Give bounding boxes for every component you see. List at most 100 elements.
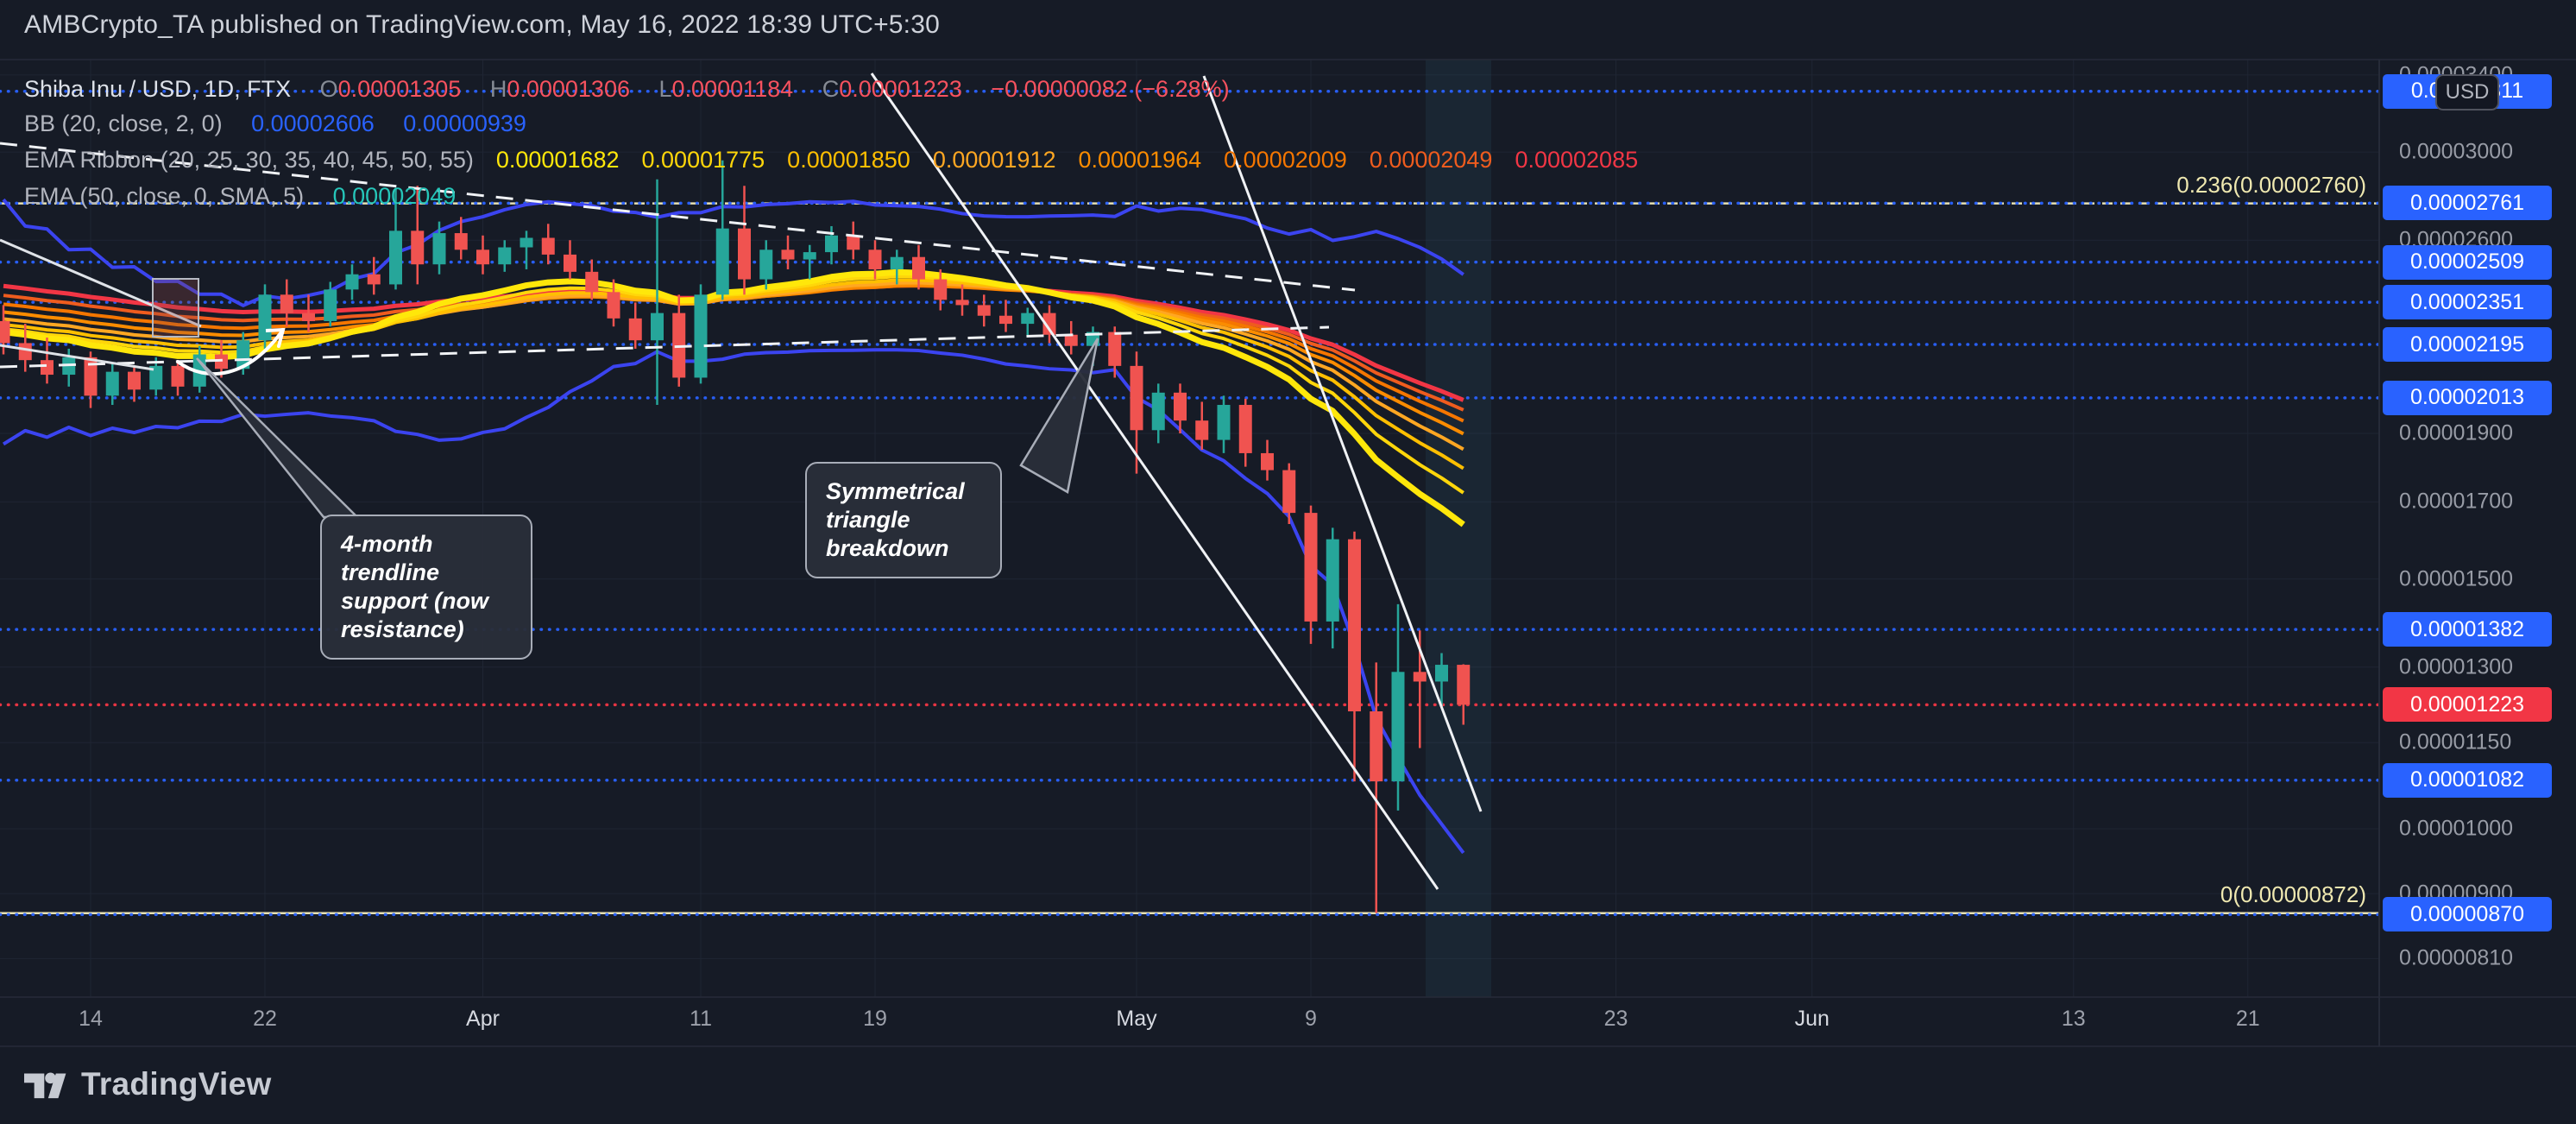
current-price-badge: 0.00001223 (2383, 687, 2552, 723)
price-axis-tick: 0.00001700 (2399, 489, 2514, 514)
trendline-segment (0, 344, 154, 371)
open-value: 0.00001305 (337, 76, 462, 102)
price-level-badge: 0.00002509 (2383, 244, 2552, 280)
ema-ribbon-value-8: 0.00002085 (1515, 147, 1639, 173)
close-value: 0.00001223 (839, 76, 962, 102)
time-axis-label: 21 (2235, 1007, 2260, 1031)
legend-symbol-row[interactable]: Shiba Inu / USD, 1D, FTX O0.00001305 H0.… (24, 76, 1230, 105)
curved-arrow-head (265, 327, 286, 348)
candle-body (1413, 672, 1427, 682)
low-value: 0.00001184 (671, 76, 794, 102)
candle-body (389, 230, 402, 285)
candle-body (302, 313, 315, 321)
price-level-badge: 0.00002761 (2383, 186, 2552, 221)
legend-ema-ribbon-row[interactable]: EMA Ribbon (20, 25, 30, 35, 40, 45, 50, … (24, 147, 1638, 176)
fib-0236-label: 0.236(0.00002760) (2176, 172, 2366, 198)
candle-body (1370, 710, 1383, 782)
candle-body (520, 237, 533, 248)
tradingview-logo-icon (24, 1072, 66, 1099)
breakdown-channel-line-1 (870, 73, 1439, 890)
candle-body (1174, 392, 1187, 421)
candle-body (1435, 665, 1448, 682)
bollinger-upper-band (2, 198, 1464, 307)
time-axis-label: 13 (2061, 1007, 2086, 1031)
bb-upper-value: 0.00002606 (251, 111, 375, 136)
candle-body (280, 294, 293, 313)
time-axis-label: 19 (863, 1007, 887, 1031)
ema50-value: 0.00002049 (332, 183, 457, 209)
candle-body (759, 249, 773, 280)
tradingview-brand-text: TradingView (81, 1066, 272, 1102)
candle-body (1217, 405, 1231, 440)
candle-body (84, 357, 98, 396)
candle-body (868, 249, 882, 269)
high-value: 0.00001306 (507, 76, 630, 102)
candle-body (324, 289, 337, 321)
candle-body (236, 340, 250, 369)
open-label: O (319, 76, 338, 102)
ema-ribbon-value-3: 0.00001850 (787, 147, 910, 173)
ema-ribbon-value-4: 0.00001912 (932, 147, 1056, 173)
time-axis-label: 23 (1603, 1007, 1628, 1031)
time-axis-label: Jun (1794, 1007, 1830, 1031)
price-axis-tick: 0.00001000 (2399, 816, 2514, 841)
candle-body (999, 315, 1012, 325)
candle-body (1151, 392, 1165, 431)
candle-body (847, 235, 860, 250)
breakdown-channel-line-2 (1202, 75, 1483, 812)
candle-body (912, 256, 925, 280)
candle-body (890, 256, 904, 269)
candle-body (1304, 513, 1318, 622)
time-axis-label: 22 (253, 1007, 277, 1031)
candle-body (41, 360, 54, 376)
ema50-label: EMA (50, close, 0, SMA, 5) (24, 183, 305, 209)
legend-bb-row[interactable]: BB (20, close, 2, 0) 0.00002606 0.000009… (24, 111, 526, 140)
curved-arrow (176, 328, 285, 376)
price-level-badge: 0.00001382 (2383, 612, 2552, 647)
price-axis-tick: 0.00003000 (2399, 139, 2514, 164)
bb-lower-value: 0.00000939 (403, 111, 526, 136)
time-axis-label: 14 (79, 1007, 103, 1031)
candle-body (258, 294, 272, 341)
fib-0-label: 0(0.00000872) (2220, 881, 2366, 907)
ema-ribbon-value-6: 0.00002009 (1224, 147, 1347, 173)
candle-body (1195, 420, 1209, 440)
time-axis-label: Apr (466, 1007, 500, 1031)
candle-body (1108, 332, 1122, 366)
candle-body (367, 274, 381, 285)
candle-body (1282, 470, 1296, 514)
candle-body (171, 365, 185, 387)
change-value: −0.00000082 (−6.28%) (991, 76, 1230, 102)
triangle-upper-trendline (0, 142, 1356, 292)
price-level-badge: 0.00002195 (2383, 327, 2552, 363)
price-axis-tick: 0.00001500 (2399, 566, 2514, 591)
callout-trendline-support[interactable]: 4-month trendline support (now resistanc… (320, 515, 532, 660)
candle-body (977, 305, 991, 316)
price-axis-tick: 0.00001300 (2399, 654, 2514, 679)
candle-body (715, 228, 729, 295)
callout-triangle-breakdown[interactable]: Symmetrical triangle breakdown (805, 462, 1002, 578)
candle-body (1042, 313, 1056, 335)
callout-tail (196, 357, 361, 519)
candle-body (411, 230, 425, 265)
candle-body (955, 300, 969, 306)
price-axis-tick: 0.00000810 (2399, 945, 2514, 970)
ema-ribbon-value-5: 0.00001964 (1078, 147, 1202, 173)
candle-body (149, 365, 163, 390)
currency-toggle-button[interactable]: USD (2435, 74, 2499, 111)
publish-watermark: AMBCrypto_TA published on TradingView.co… (24, 10, 940, 39)
bb-label: BB (20, close, 2, 0) (24, 111, 223, 136)
ema-ribbon-value-2: 0.00001775 (641, 147, 765, 173)
candle-body (454, 233, 468, 250)
tradingview-footer-logo[interactable]: TradingView (24, 1065, 272, 1103)
candle-body (934, 279, 948, 300)
candle-body (0, 320, 10, 344)
candle-body (803, 252, 816, 260)
candle-body (432, 233, 446, 265)
time-axis-label: 11 (690, 1007, 712, 1031)
legend-ema50-row[interactable]: EMA (50, close, 0, SMA, 5) 0.00002049 (24, 183, 456, 212)
close-label: C (822, 76, 840, 102)
candle-body (1348, 539, 1361, 711)
